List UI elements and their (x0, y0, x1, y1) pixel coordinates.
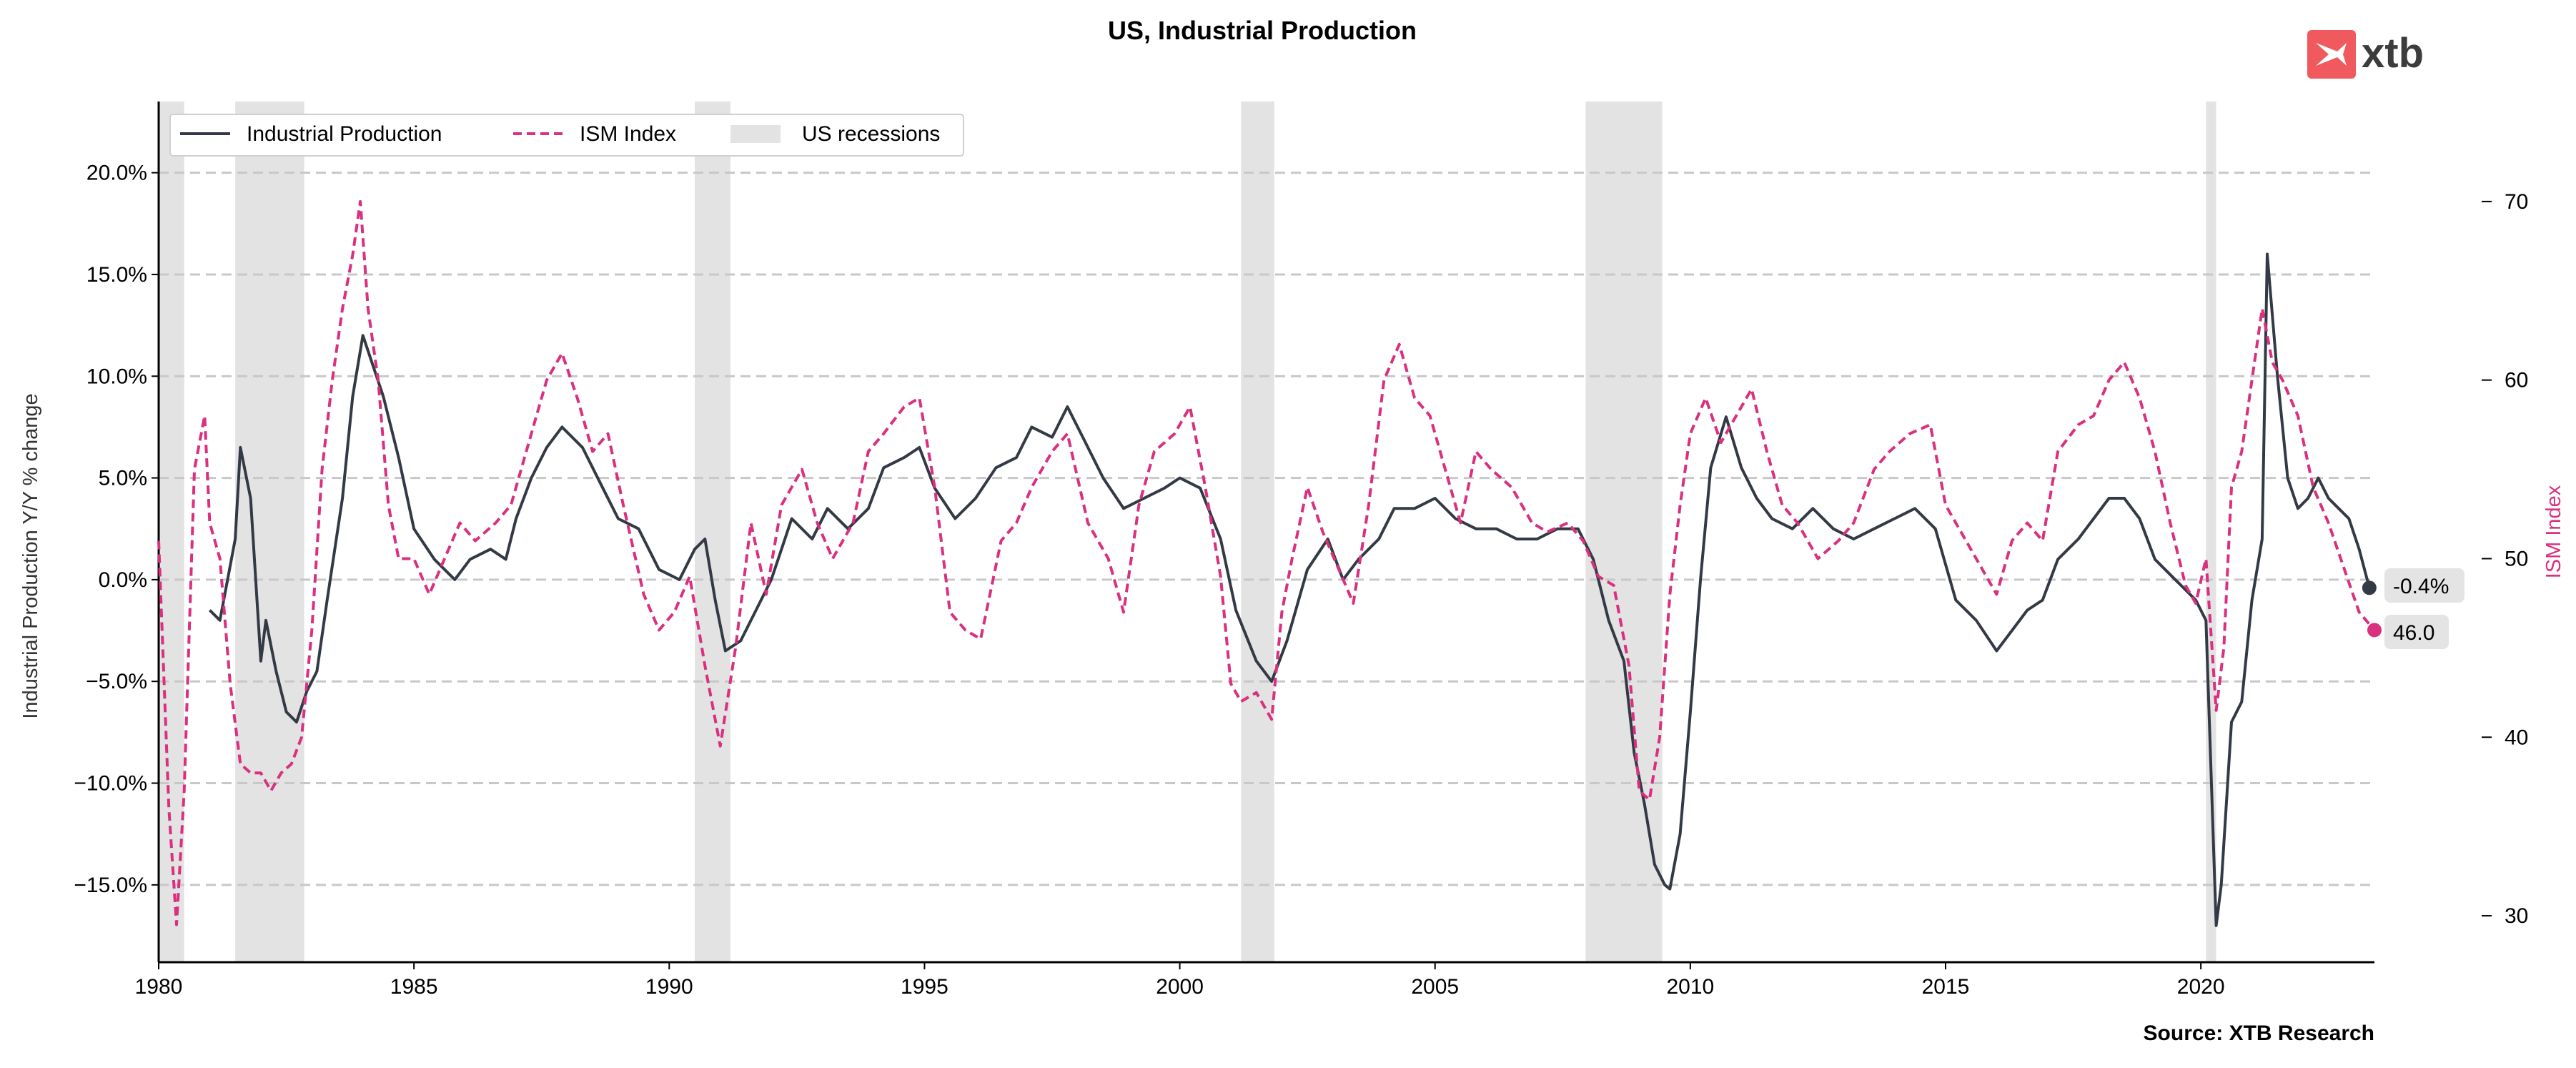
y-left-tick-label-0: 20.0% (86, 162, 147, 185)
recession-band-4 (1585, 102, 1663, 962)
legend-box (169, 114, 964, 157)
x-tick-label-3: 1995 (901, 975, 948, 999)
x-tick-label-7: 2015 (1922, 975, 1970, 999)
ip-last-badge: -0.4% (2384, 568, 2464, 603)
y-left-tick-label-3: 5.0% (99, 467, 147, 490)
legend: Industrial Production ISM Index US reces… (169, 114, 964, 157)
ism-last-badge-text: 46.0 (2393, 621, 2434, 645)
y-right-tick-label-4: 30 (2505, 904, 2528, 928)
recession-band-5 (2206, 102, 2216, 962)
y-axis-right-label: ISM Index (2542, 485, 2565, 578)
ip-last-badge-text: -0.4% (2393, 575, 2449, 598)
legend-rec-swatch (730, 125, 781, 143)
xtb-logo: xtb (2307, 30, 2424, 79)
axes: 20.0% 15.0% 10.0% 5.0% 0.0% −5.0% −10.0% −15.0%… (74, 102, 2528, 999)
chart-title: US, Industrial Production (1108, 16, 1417, 45)
x-tick-label-6: 2010 (1666, 975, 1714, 999)
grid-lines (159, 172, 2374, 886)
legend-ip-label: Industrial Production (247, 122, 442, 146)
x-tick-label-0: 1980 (135, 975, 183, 999)
ip-last-point (2362, 580, 2377, 595)
y-right-tick-label-2: 50 (2505, 547, 2528, 570)
recession-band-1 (235, 102, 304, 962)
ism-series-line (157, 199, 2376, 926)
ip-last-badge-bg (2384, 568, 2464, 603)
xtb-logo-x-shape (2316, 43, 2347, 66)
recession-band-0 (159, 102, 184, 962)
y-right-tick-label-1: 60 (2505, 369, 2528, 392)
source-note: Source: XTB Research (2144, 1022, 2374, 1045)
y-left-tick-label-4: 0.0% (99, 568, 147, 592)
x-tick-label-1: 1985 (390, 975, 438, 999)
y-right-tick-label-3: 40 (2505, 726, 2528, 749)
series-lines (157, 199, 2376, 927)
x-tick-label-2: 1990 (645, 975, 693, 999)
x-tick-label-8: 2020 (2177, 975, 2225, 999)
y-left-tick-label-7: −15.0% (74, 874, 147, 897)
x-tick-label-4: 2000 (1156, 975, 1204, 999)
legend-ism-label: ISM Index (580, 122, 676, 146)
legend-rec-label: US recessions (802, 122, 940, 146)
ism-last-badge: 46.0 (2384, 615, 2449, 649)
y-left-tick-label-2: 10.0% (86, 365, 147, 388)
recession-bands (159, 102, 2216, 962)
y-left-tick-label-5: −5.0% (86, 670, 147, 693)
end-markers (2362, 580, 2382, 638)
y-right-tick-label-0: 70 (2505, 190, 2528, 214)
x-tick-label-5: 2005 (1411, 975, 1459, 999)
ism-last-point (2367, 623, 2382, 638)
y-left-tick-label-6: −10.0% (74, 772, 147, 796)
recession-band-3 (1241, 102, 1274, 962)
ism-last-badge-bg (2384, 615, 2449, 649)
recession-band-2 (695, 102, 730, 962)
ip-series-line (208, 252, 2371, 927)
xtb-logo-text: xtb (2362, 30, 2424, 76)
y-axis-left-label: Industrial Production Y/Y % change (19, 393, 42, 718)
y-left-tick-label-1: 15.0% (86, 263, 147, 287)
